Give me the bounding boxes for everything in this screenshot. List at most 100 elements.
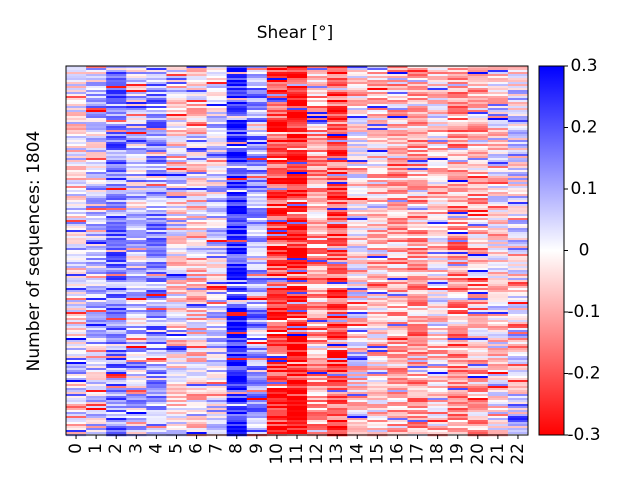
heatmap-cell [327, 148, 348, 151]
heatmap-cell [266, 108, 288, 111]
heatmap-cell [206, 276, 228, 279]
heatmap-cell [166, 310, 187, 313]
heatmap-cell [86, 94, 107, 97]
heatmap-cell [407, 378, 428, 381]
heatmap-cell [106, 198, 127, 201]
heatmap-cell [467, 300, 489, 303]
heatmap-cell [206, 74, 228, 77]
heatmap-cell [467, 158, 489, 161]
heatmap-cell [246, 358, 268, 361]
heatmap-cell [407, 388, 428, 391]
heatmap-cell [447, 172, 469, 175]
heatmap-cell [126, 226, 147, 229]
heatmap-cell [106, 384, 127, 387]
heatmap-cell [266, 190, 288, 193]
heatmap-cell [86, 310, 107, 313]
heatmap-cell [427, 100, 449, 103]
heatmap-cell [266, 142, 288, 145]
heatmap-cell [347, 208, 368, 211]
heatmap-cell [307, 328, 328, 331]
heatmap-cell [266, 104, 288, 107]
heatmap-cell [126, 272, 147, 275]
heatmap-cell [347, 268, 368, 271]
heatmap-cell [266, 186, 288, 189]
heatmap-cell [186, 66, 208, 69]
heatmap-cell [467, 192, 489, 195]
heatmap-cell [407, 402, 428, 405]
heatmap-cell [106, 76, 127, 79]
heatmap-cell [146, 254, 167, 257]
heatmap-cell [246, 256, 268, 259]
heatmap-cell [347, 192, 368, 195]
heatmap-cell [206, 86, 228, 89]
heatmap-cell [407, 228, 428, 231]
heatmap-cell [427, 348, 449, 351]
heatmap-cell [427, 386, 449, 389]
heatmap-cell [86, 246, 107, 249]
heatmap-cell [427, 168, 449, 171]
heatmap-cell [347, 348, 368, 351]
heatmap-cell [186, 264, 208, 267]
heatmap-cell [347, 206, 368, 209]
heatmap-cell [447, 390, 469, 393]
heatmap-cell [407, 220, 428, 223]
heatmap-cell [266, 324, 288, 327]
heatmap-cell [66, 320, 87, 323]
heatmap-cell [367, 260, 388, 263]
heatmap-cell [146, 432, 167, 435]
heatmap-cell [66, 172, 87, 175]
heatmap-cell [467, 270, 489, 273]
heatmap-cell [86, 226, 107, 229]
heatmap-cell [286, 102, 308, 105]
heatmap-cell [226, 230, 248, 233]
heatmap-cell [447, 202, 469, 205]
heatmap-cell [206, 204, 228, 207]
heatmap-cell [327, 418, 348, 421]
heatmap-cell [146, 308, 167, 311]
heatmap-cell [246, 128, 268, 131]
heatmap-cell [266, 390, 288, 393]
heatmap-cell [507, 432, 529, 435]
heatmap-cell [467, 344, 489, 347]
heatmap-cell [447, 344, 469, 347]
heatmap-cell [86, 286, 107, 289]
heatmap-cell [367, 382, 388, 385]
heatmap-cell [86, 366, 107, 369]
heatmap-cell [447, 166, 469, 169]
heatmap-cell [407, 332, 428, 335]
heatmap-cell [367, 410, 388, 413]
heatmap-cell [487, 416, 509, 419]
heatmap-cell [146, 116, 167, 119]
heatmap-cell [146, 70, 167, 73]
heatmap-cell [266, 348, 288, 351]
heatmap-cell [146, 214, 167, 217]
heatmap-cell [347, 278, 368, 281]
heatmap-cell [246, 432, 268, 435]
heatmap-cell [487, 104, 509, 107]
heatmap-cell [387, 292, 408, 295]
heatmap-cell [286, 260, 308, 263]
heatmap-cell [226, 66, 248, 69]
heatmap-cell [286, 216, 308, 219]
heatmap-cell [407, 194, 428, 197]
heatmap-cell [86, 190, 107, 193]
heatmap-cell [487, 230, 509, 233]
heatmap-cell [186, 104, 208, 107]
heatmap-cell [266, 414, 288, 417]
heatmap-cell [126, 224, 147, 227]
heatmap-cell [387, 372, 408, 375]
heatmap-cell [286, 226, 308, 229]
heatmap-cell [226, 412, 248, 415]
heatmap-cell [447, 132, 469, 135]
heatmap-cell [146, 394, 167, 397]
heatmap-cell [206, 136, 228, 139]
heatmap-cell [286, 160, 308, 163]
heatmap-cell [407, 288, 428, 291]
heatmap-cell [286, 108, 308, 111]
heatmap-cell [106, 262, 127, 265]
heatmap-cell [427, 398, 449, 401]
heatmap-cell [427, 294, 449, 297]
heatmap-cell [487, 390, 509, 393]
heatmap-cell [367, 392, 388, 395]
heatmap-cell [166, 174, 187, 177]
